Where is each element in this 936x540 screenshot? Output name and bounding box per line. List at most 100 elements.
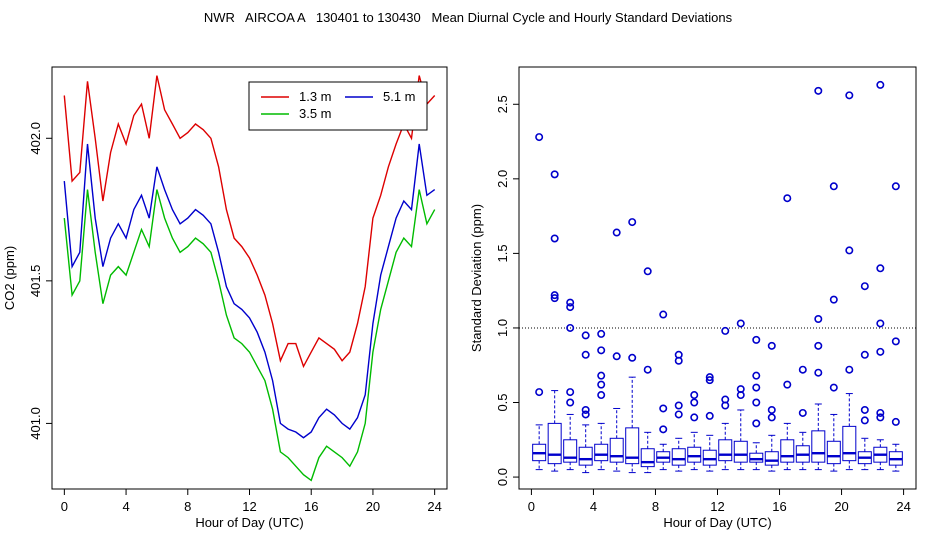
right-x-tick-label: 24 [896,499,910,514]
outlier-point [550,170,559,179]
outlier-point [783,194,792,203]
box-hour-7.5 [640,267,655,474]
right-y-tick-label: 2.0 [495,170,510,188]
left-x-tick-label: 12 [242,499,256,514]
outlier-point [876,319,885,328]
series-line-5-1-m [63,143,436,439]
legend-box [248,81,428,131]
iqr-box [609,437,624,463]
outlier-point [690,398,699,407]
outlier-point [891,337,900,346]
outlier-point [767,413,776,422]
iqr-box [780,439,795,463]
box-hour-19.5 [826,182,841,472]
iqr-box [578,446,593,466]
box-hour-21.5 [857,282,872,471]
outlier-point [597,391,606,400]
outlier-point [612,352,621,361]
outlier-point [876,264,885,273]
iqr-box [764,451,779,466]
outlier-point [659,310,668,319]
box-hour-0.5 [532,133,547,471]
outlier-point [597,346,606,355]
right-y-tick-label: 0.0 [495,468,510,486]
box-hour-5.5 [609,228,624,472]
box-hour-11.5 [702,373,717,472]
left-y-tick-label: 402.0 [28,122,43,155]
left-x-tick-label: 0 [61,499,68,514]
outlier-point [860,405,869,414]
box-hour-8.5 [656,310,671,471]
outlier-point [829,295,838,304]
left-x-tick-label: 20 [366,499,380,514]
box-hour-23.5 [888,182,903,472]
right-x-tick-label: 8 [652,499,659,514]
outlier-point [891,182,900,191]
left-x-tick-label: 24 [427,499,441,514]
outlier-point [891,417,900,426]
outlier-point [876,408,885,417]
outlier-point [550,234,559,243]
left-x-tick-label: 8 [184,499,191,514]
right-x-tick-label: 4 [590,499,597,514]
iqr-box [594,443,609,462]
outlier-point [783,380,792,389]
outlier-point [814,341,823,350]
iqr-box [718,439,733,462]
outlier-point [860,282,869,291]
right-x-axis-label: Hour of Day (UTC) [663,515,771,530]
series-line-3-5-m [63,189,436,482]
box-hour-9.5 [671,350,686,472]
legend-entry-label: 5.1 m [383,89,416,104]
outlier-point [814,86,823,95]
outlier-point [659,425,668,434]
outlier-point [876,347,885,356]
outlier-point [798,365,807,374]
iqr-box [842,425,857,462]
outlier-point [767,341,776,350]
outlier-point [674,410,683,419]
box-hour-12.5 [718,326,733,471]
right-x-tick-label: 16 [772,499,786,514]
box-hour-17.5 [795,365,810,471]
right-x-tick-label: 12 [710,499,724,514]
iqr-box [687,446,702,463]
outlier-point [566,398,575,407]
iqr-box [640,448,655,468]
iqr-box [625,427,640,465]
left-y-axis-label: CO2 (ppm) [2,246,17,310]
outlier-point [690,413,699,422]
outlier-point [876,80,885,89]
outlier-point [752,371,761,380]
outlier-point [581,410,590,419]
outlier-point [581,331,590,340]
outlier-point [566,388,575,397]
iqr-box [671,448,686,466]
outlier-point [705,376,714,385]
chart-title: NWR AIRCOA A 130401 to 130430 Mean Diurn… [203,10,733,25]
right-y-axis-label: Standard Deviation (ppm) [469,204,484,352]
left-x-tick-label: 16 [304,499,318,514]
box-hour-20.5 [842,91,857,471]
legend-entry-label: 3.5 m [299,106,332,121]
outlier-point [876,413,885,422]
iqr-box [826,440,841,465]
outlier-point [721,326,730,335]
outlier-point [690,391,699,400]
box-hour-15.5 [764,341,779,472]
outlier-point [535,133,544,142]
outlier-point [798,408,807,417]
box-hour-3.5 [578,331,593,474]
outlier-point [566,323,575,332]
outlier-point [814,315,823,324]
outlier-point [550,291,559,300]
outlier-point [597,329,606,338]
outlier-point [752,383,761,392]
outlier-point [767,405,776,414]
iqr-box [811,430,826,463]
right-x-tick-label: 20 [834,499,848,514]
box-hour-16.5 [780,194,795,471]
outlier-point [845,365,854,374]
outlier-point [705,373,714,382]
